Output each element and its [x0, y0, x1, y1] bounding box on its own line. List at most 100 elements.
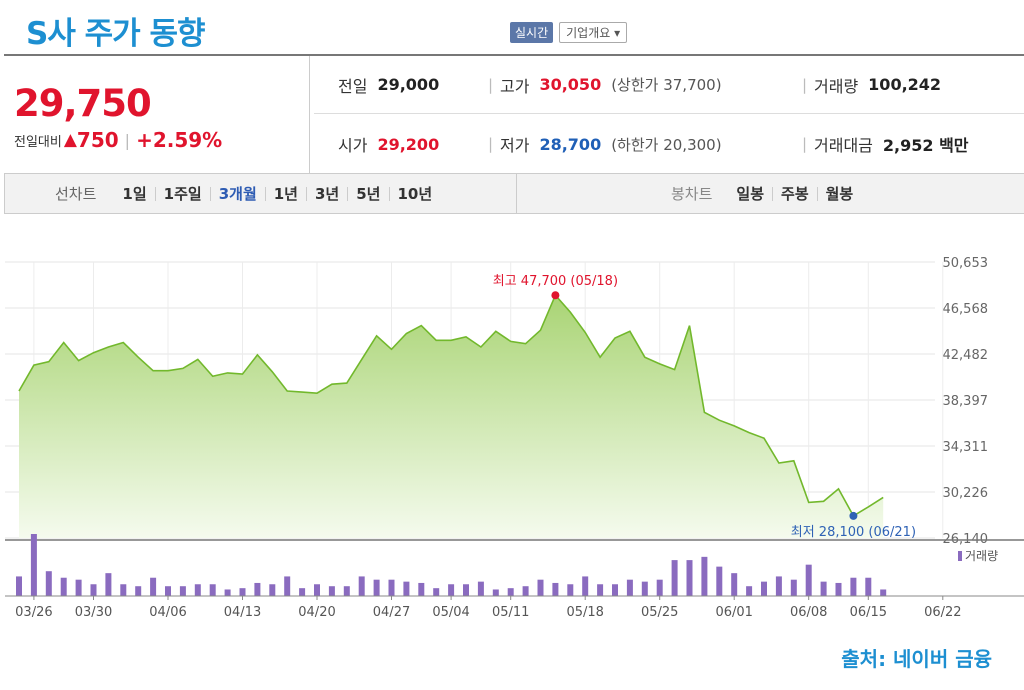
volume-bar [314, 584, 320, 596]
company-overview-dropdown[interactable]: 기업개요 ▾ [559, 22, 628, 43]
volume-bar [224, 589, 231, 596]
candle-chart-label: 봉차트 [671, 185, 713, 203]
volume-bar [388, 579, 395, 596]
period-10y[interactable]: 10년 [388, 186, 441, 201]
price-area [19, 295, 884, 538]
x-tick-label: 05/25 [641, 605, 678, 620]
x-tick-label: 04/06 [149, 605, 186, 620]
volume-bar [45, 571, 52, 596]
x-tick-label: 05/18 [566, 605, 603, 620]
volume-bar [761, 581, 767, 596]
period-1y[interactable]: 1년 [264, 186, 306, 201]
x-tick-label: 05/04 [432, 605, 469, 620]
volume-legend-label: 거래량 [965, 549, 998, 563]
volume-bar [731, 573, 738, 596]
volume-bar [179, 586, 186, 596]
volume-bar [60, 577, 67, 596]
volume-bar [16, 576, 22, 596]
y-tick-label: 38,397 [943, 394, 989, 409]
price-summary: 29,750 전일대비 ▲ 750 | +2.59% 전일 29,000 | 고… [4, 54, 1024, 174]
y-tick-label: 42,482 [943, 348, 989, 363]
volume-bar [358, 576, 365, 596]
x-tick-label: 03/30 [75, 605, 112, 620]
x-tick-label: 04/13 [224, 605, 261, 620]
volume-bar [90, 584, 97, 596]
volume-bar [299, 588, 306, 596]
header-buttons: 실시간 기업개요 ▾ [510, 22, 628, 43]
period-1w[interactable]: 1주일 [154, 186, 210, 201]
y-tick-label: 50,653 [943, 256, 989, 271]
y-tick-label: 46,568 [943, 302, 989, 317]
period-1d[interactable]: 1일 [122, 184, 147, 203]
low-annotation: 최저 28,100 (06/21) [791, 525, 916, 540]
volume-bar [75, 579, 82, 596]
volume-bar [418, 582, 425, 596]
line-chart-label: 선차트 [55, 185, 97, 203]
x-tick-label: 04/20 [298, 605, 335, 620]
volume-bar [701, 556, 708, 596]
period-3y[interactable]: 3년 [306, 186, 347, 201]
volume-bar [716, 566, 723, 596]
price-line [18, 293, 884, 518]
candle-chart-periods: 봉차트 일봉 주봉 월봉 [671, 174, 861, 213]
volume-bar [790, 579, 797, 596]
candle-weekly[interactable]: 주봉 [772, 186, 817, 201]
page-title: S사 주가 동향 [26, 16, 206, 52]
realtime-button[interactable]: 실시간 [510, 22, 554, 43]
volume-bar [463, 584, 469, 596]
volume-bar [522, 586, 529, 596]
period-5y[interactable]: 5년 [347, 186, 388, 201]
volume-bar [597, 584, 604, 596]
divider: | [488, 75, 494, 94]
stats-row-1: 전일 29,000 | 고가 30,050 (상한가 37,700) | 거래량… [314, 56, 1024, 114]
x-tick-label: 03/26 [15, 605, 52, 620]
open-price: 시가 29,200 [338, 134, 440, 156]
volume-bar [135, 586, 142, 596]
volume-bar [165, 586, 171, 596]
candle-monthly[interactable]: 월봉 [816, 186, 862, 201]
price-change: 전일대비 ▲ 750 | +2.59% [14, 128, 222, 152]
volume-bar [105, 573, 112, 596]
low-price: 저가 28,700 (하한가 20,300) [500, 134, 722, 156]
volume-bar [612, 584, 618, 596]
current-price-box: 29,750 전일대비 ▲ 750 | +2.59% [4, 56, 310, 174]
divider: | [802, 135, 808, 153]
candle-daily[interactable]: 일봉 [736, 184, 765, 203]
volume-bar [477, 581, 484, 596]
x-tick-label: 06/01 [715, 605, 752, 620]
volume-bar [686, 560, 693, 596]
x-tick-label: 06/08 [790, 605, 827, 620]
volume-bar [433, 588, 440, 596]
volume-bar [641, 581, 648, 596]
volume-bar [373, 579, 380, 596]
x-tick-label: 06/15 [850, 605, 887, 620]
high-price: 고가 30,050 (상한가 37,700) [500, 75, 722, 96]
up-triangle-icon: ▲ [63, 130, 77, 150]
volume-bar [448, 584, 455, 596]
prev-close: 전일 29,000 [338, 75, 440, 96]
volume-bar [805, 564, 812, 596]
divider: | [124, 130, 131, 150]
period-3m[interactable]: 3개월 [209, 186, 265, 201]
volume-bar [626, 579, 633, 596]
divider: | [802, 75, 808, 94]
volume-bar [254, 582, 261, 596]
volume-bar [820, 581, 827, 596]
volume-bar [269, 584, 276, 596]
volume-bar [343, 586, 350, 596]
volume-bar [656, 579, 663, 596]
volume: 거래량 100,242 [814, 75, 942, 96]
volume-bar [30, 534, 37, 596]
low-marker [849, 511, 858, 520]
volume-bar [582, 576, 589, 596]
volume-bar [880, 589, 887, 596]
change-percent: +2.59% [136, 128, 223, 152]
volume-bar [209, 584, 216, 596]
volume-bar [328, 586, 335, 596]
volume-bar [775, 576, 782, 596]
volume-bar [120, 584, 127, 596]
volume-bar [537, 579, 544, 596]
volume-bar [403, 581, 410, 596]
x-tick-label: 06/22 [924, 605, 961, 620]
y-tick-label: 34,311 [943, 440, 989, 455]
